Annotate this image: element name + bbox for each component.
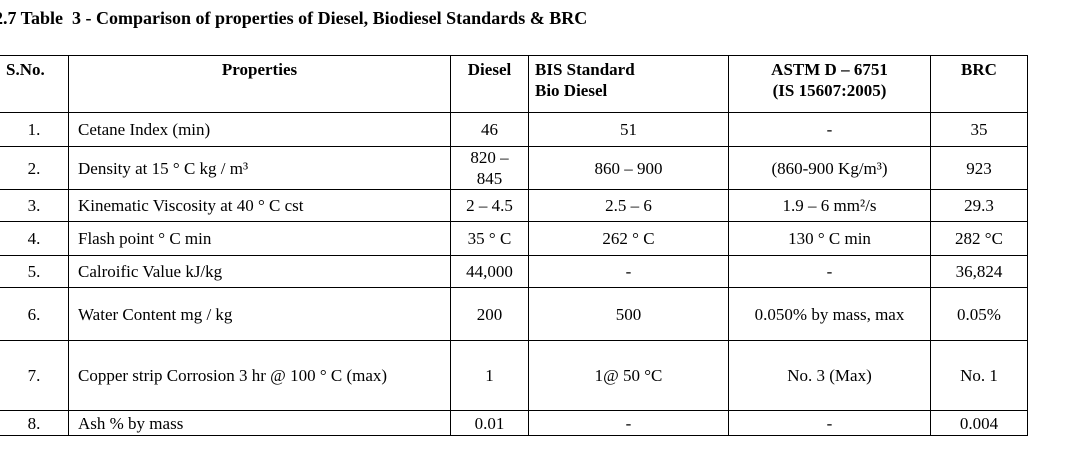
- value-cell: -: [728, 255, 931, 288]
- table-row: 4. Flash point ° C min 35 ° C 262 ° C 130 ° …: [0, 221, 1028, 256]
- table-row: 2. Density at 15 ° C kg / m³ 820 – 845 860 …: [0, 146, 1028, 190]
- table-row: 5. Calroific Value kJ/kg 44,000- -36,824: [0, 255, 1028, 288]
- value-cell: 1.9 – 6 mm²/s: [728, 189, 931, 222]
- value-cell: (860-900 Kg/m³): [728, 146, 931, 190]
- value-cell: 2 – 4.5: [450, 189, 529, 222]
- value-cell: -: [528, 410, 729, 436]
- value-cell: 7.: [0, 340, 69, 411]
- header-cell: S.No.: [0, 55, 69, 113]
- property-cell: Calroific Value kJ/kg: [68, 255, 451, 288]
- value-cell: 2.: [0, 146, 69, 190]
- value-cell: 5.: [0, 255, 69, 288]
- property-cell: Density at 15 ° C kg / m³: [68, 146, 451, 190]
- value-cell: 3.: [0, 189, 69, 222]
- value-cell: 4.: [0, 221, 69, 256]
- value-cell: 500: [528, 287, 729, 341]
- value-cell: 0.004: [930, 410, 1028, 436]
- header-cell: BIS Standard Bio Diesel: [528, 55, 729, 113]
- value-cell: 2.5 – 6: [528, 189, 729, 222]
- header-row: S.No. Properties Diesel BIS Standard Bio Di…: [0, 55, 1028, 113]
- table-row: 3. Kinematic Viscosity at 40 ° C cst 2 – 4…: [0, 189, 1028, 222]
- value-cell: 0.050% by mass, max: [728, 287, 931, 341]
- header-cell: ASTM D – 6751 (IS 15607:2005): [728, 55, 931, 113]
- table-row: 1. Cetane Index (min) 46 51-35: [0, 112, 1028, 147]
- value-cell: 6.: [0, 287, 69, 341]
- property-cell: Cetane Index (min): [68, 112, 451, 147]
- header-cell: BRC: [930, 55, 1028, 113]
- value-cell: 0.05%: [930, 287, 1028, 341]
- property-cell: Ash % by mass: [68, 410, 451, 436]
- value-cell: 1@ 50 °C: [528, 340, 729, 411]
- table-row: 7. Copper strip Corrosion 3 hr @ 100 ° C …: [0, 340, 1028, 411]
- table-row: 6. Water Content mg / kg 200 500 0.050% by m…: [0, 287, 1028, 341]
- value-cell: 860 – 900: [528, 146, 729, 190]
- value-cell: 0.01: [450, 410, 529, 436]
- property-cell: Water Content mg / kg: [68, 287, 451, 341]
- property-cell: Copper strip Corrosion 3 hr @ 100 ° C (m…: [68, 340, 451, 411]
- value-cell: -: [728, 112, 931, 147]
- value-cell: No. 3 (Max): [728, 340, 931, 411]
- value-cell: 923: [930, 146, 1028, 190]
- value-cell: No. 1: [930, 340, 1028, 411]
- comparison-table: S.No. Properties Diesel BIS Standard Bio Di…: [0, 55, 1028, 436]
- value-cell: 1: [450, 340, 529, 411]
- property-cell: Kinematic Viscosity at 40 ° C cst: [68, 189, 451, 222]
- value-cell: -: [528, 255, 729, 288]
- value-cell: 200: [450, 287, 529, 341]
- table-row: 8. Ash % by mass 0.01- -0.004: [0, 410, 1028, 436]
- value-cell: 35 ° C: [450, 221, 529, 256]
- property-cell: Flash point ° C min: [68, 221, 451, 256]
- value-cell: 130 ° C min: [728, 221, 931, 256]
- value-cell: -: [728, 410, 931, 436]
- value-cell: 262 ° C: [528, 221, 729, 256]
- value-cell: 35: [930, 112, 1028, 147]
- value-cell: 44,000: [450, 255, 529, 288]
- value-cell: 820 – 845: [450, 146, 529, 190]
- value-cell: 29.3: [930, 189, 1028, 222]
- table-title: 2.7 Table 3 - Comparison of properties o…: [0, 8, 588, 28]
- value-cell: 1.: [0, 112, 69, 147]
- value-cell: 46: [450, 112, 529, 147]
- header-cell: Diesel: [450, 55, 529, 113]
- value-cell: 8.: [0, 410, 69, 436]
- header-cell: Properties: [68, 55, 451, 113]
- value-cell: 36,824: [930, 255, 1028, 288]
- value-cell: 51: [528, 112, 729, 147]
- value-cell: 282 °C: [930, 221, 1028, 256]
